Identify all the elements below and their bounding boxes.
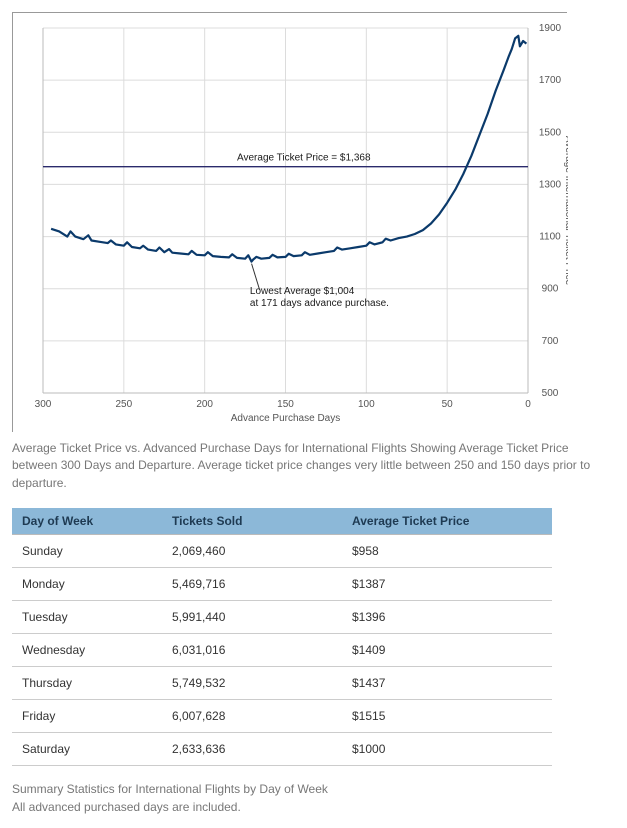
table-cell: 6,031,016 — [162, 634, 342, 667]
table-cell: 5,991,440 — [162, 601, 342, 634]
svg-text:Lowest Average $1,004: Lowest Average $1,004 — [250, 286, 355, 297]
svg-text:900: 900 — [542, 284, 559, 295]
svg-text:700: 700 — [542, 336, 559, 347]
chart-caption: Average Ticket Price vs. Advanced Purcha… — [12, 440, 612, 492]
svg-text:250: 250 — [115, 399, 132, 410]
table-cell: $1396 — [342, 601, 552, 634]
table-header-row: Day of Week Tickets Sold Average Ticket … — [12, 508, 552, 535]
svg-text:0: 0 — [525, 399, 531, 410]
table-cell: $1000 — [342, 733, 552, 766]
table-cell: $1515 — [342, 700, 552, 733]
svg-text:at 171 days advance purchase.: at 171 days advance purchase. — [250, 298, 389, 309]
table-row: Tuesday5,991,440$1396 — [12, 601, 552, 634]
ticket-price-chart: 300250200150100500Advance Purchase Days5… — [12, 12, 567, 432]
table-cell: 2,633,636 — [162, 733, 342, 766]
table-cell: 5,749,532 — [162, 667, 342, 700]
table-cell: Friday — [12, 700, 162, 733]
day-of-week-table: Day of Week Tickets Sold Average Ticket … — [12, 508, 552, 766]
svg-text:150: 150 — [277, 399, 294, 410]
table-cell: Sunday — [12, 535, 162, 568]
table-row: Saturday2,633,636$1000 — [12, 733, 552, 766]
table-row: Sunday2,069,460$958 — [12, 535, 552, 568]
table-row: Wednesday6,031,016$1409 — [12, 634, 552, 667]
svg-text:1100: 1100 — [539, 232, 561, 243]
col-header-day: Day of Week — [12, 508, 162, 535]
svg-text:100: 100 — [358, 399, 375, 410]
table-cell: 6,007,628 — [162, 700, 342, 733]
table-cell: Tuesday — [12, 601, 162, 634]
svg-text:1300: 1300 — [539, 179, 562, 190]
col-header-price: Average Ticket Price — [342, 508, 552, 535]
table-cell: 5,469,716 — [162, 568, 342, 601]
col-header-tickets: Tickets Sold — [162, 508, 342, 535]
svg-text:500: 500 — [542, 388, 559, 399]
table-cell: Wednesday — [12, 634, 162, 667]
footer-line-1: Summary Statistics for International Fli… — [12, 782, 328, 796]
table-cell: Thursday — [12, 667, 162, 700]
svg-text:50: 50 — [442, 399, 454, 410]
footer-line-2: All advanced purchased days are included… — [12, 800, 241, 814]
table-row: Friday6,007,628$1515 — [12, 700, 552, 733]
table-cell: $958 — [342, 535, 552, 568]
svg-text:200: 200 — [196, 399, 213, 410]
table-cell: Monday — [12, 568, 162, 601]
svg-text:1500: 1500 — [539, 127, 562, 138]
table-cell: 2,069,460 — [162, 535, 342, 568]
svg-text:300: 300 — [35, 399, 52, 410]
svg-text:1900: 1900 — [539, 23, 562, 34]
svg-text:Average Ticket Price = $1,368: Average Ticket Price = $1,368 — [237, 153, 371, 164]
svg-text:Advance Purchase Days: Advance Purchase Days — [231, 413, 341, 424]
table-cell: $1387 — [342, 568, 552, 601]
table-cell: $1437 — [342, 667, 552, 700]
table-cell: Saturday — [12, 733, 162, 766]
table-row: Monday5,469,716$1387 — [12, 568, 552, 601]
table-caption: Summary Statistics for International Fli… — [12, 780, 615, 816]
table-row: Thursday5,749,532$1437 — [12, 667, 552, 700]
svg-text:1700: 1700 — [539, 75, 562, 86]
svg-text:Average International Ticket P: Average International Ticket Price — [563, 136, 568, 286]
table-cell: $1409 — [342, 634, 552, 667]
